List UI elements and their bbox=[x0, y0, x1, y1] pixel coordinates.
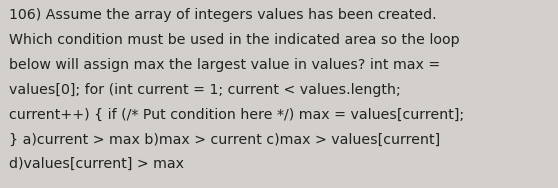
Text: 106) Assume the array of integers values has been created.: 106) Assume the array of integers values… bbox=[9, 8, 436, 22]
Text: values[0]; for (int current = 1; current < values.length;: values[0]; for (int current = 1; current… bbox=[9, 83, 401, 97]
Text: } a)current > max b)max > current c)max > values[current]: } a)current > max b)max > current c)max … bbox=[9, 133, 440, 146]
Text: d)values[current] > max: d)values[current] > max bbox=[9, 157, 184, 171]
Text: Which condition must be used in the indicated area so the loop: Which condition must be used in the indi… bbox=[9, 33, 460, 47]
Text: below will assign max the largest value in values? int max =: below will assign max the largest value … bbox=[9, 58, 440, 72]
Text: current++) { if (/* Put condition here */) max = values[current];: current++) { if (/* Put condition here *… bbox=[9, 108, 464, 122]
